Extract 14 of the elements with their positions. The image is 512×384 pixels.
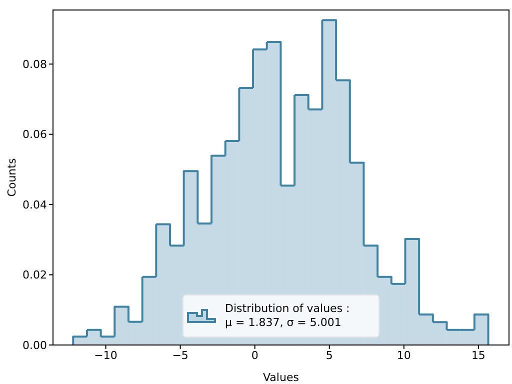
legend-label: Distribution of values : μ = 1.837, σ = 5.001 [225, 302, 350, 329]
x-tick-label: 15 [471, 348, 486, 362]
x-tick-label: −10 [94, 348, 118, 362]
x-tick-label: 0 [251, 348, 258, 362]
x-axis-title: Values [263, 371, 300, 384]
y-tick-label: 0.00 [22, 338, 47, 352]
x-tick-label: −5 [172, 348, 188, 362]
y-tick-label: 0.06 [22, 128, 47, 142]
y-tick-label: 0.04 [22, 198, 47, 212]
y-tick-label: 0.02 [22, 268, 47, 282]
x-tick-label: 5 [326, 348, 333, 362]
y-axis-title: Counts [6, 158, 18, 197]
y-tick-label: 0.08 [22, 58, 47, 71]
x-tick-label: 10 [396, 348, 411, 362]
